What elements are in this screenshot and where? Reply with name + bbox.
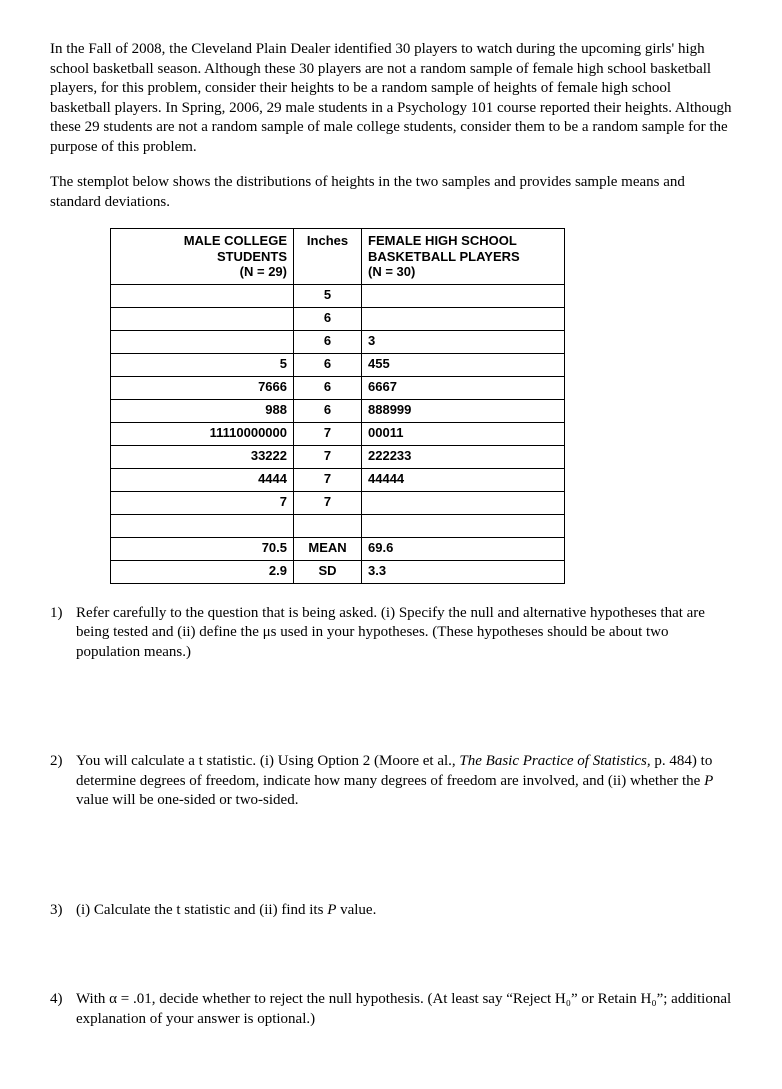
table-stat-row: 70.5MEAN69.6 <box>111 537 565 560</box>
table-row: 5 <box>111 284 565 307</box>
questions-section: 1) Refer carefully to the question that … <box>50 604 732 1030</box>
question-1: 1) Refer carefully to the question that … <box>50 604 732 663</box>
table-row: 6 <box>111 307 565 330</box>
table-header-right: FEMALE HIGH SCHOOL BASKETBALL PLAYERS (N… <box>362 229 565 285</box>
question-body: You will calculate a t statistic. (i) Us… <box>76 752 732 811</box>
question-2: 2) You will calculate a t statistic. (i)… <box>50 752 732 811</box>
stemplot-container: MALE COLLEGE STUDENTS (N = 29) Inches FE… <box>110 228 732 584</box>
table-row: 9886888999 <box>111 399 565 422</box>
table-row <box>111 514 565 537</box>
question-number: 1) <box>50 604 76 663</box>
question-number: 4) <box>50 990 76 1029</box>
question-4: 4) With α = .01, decide whether to rejec… <box>50 990 732 1029</box>
table-row: 4444744444 <box>111 468 565 491</box>
table-stat-row: 2.9SD3.3 <box>111 560 565 583</box>
table-header-left: MALE COLLEGE STUDENTS (N = 29) <box>111 229 294 285</box>
question-number: 2) <box>50 752 76 811</box>
stemplot-table: MALE COLLEGE STUDENTS (N = 29) Inches FE… <box>110 228 565 584</box>
table-row: 332227222233 <box>111 445 565 468</box>
table-row: 11110000000700011 <box>111 422 565 445</box>
table-row: 77 <box>111 491 565 514</box>
table-row: 766666667 <box>111 376 565 399</box>
table-row: 56455 <box>111 353 565 376</box>
question-body: Refer carefully to the question that is … <box>76 604 732 663</box>
table-row: 63 <box>111 330 565 353</box>
intro-paragraph-1: In the Fall of 2008, the Cleveland Plain… <box>50 40 732 157</box>
question-3: 3) (i) Calculate the t statistic and (ii… <box>50 901 732 921</box>
question-body: (i) Calculate the t statistic and (ii) f… <box>76 901 732 921</box>
question-number: 3) <box>50 901 76 921</box>
table-header-mid: Inches <box>294 229 362 285</box>
question-body: With α = .01, decide whether to reject t… <box>76 990 732 1029</box>
intro-paragraph-2: The stemplot below shows the distributio… <box>50 173 732 212</box>
